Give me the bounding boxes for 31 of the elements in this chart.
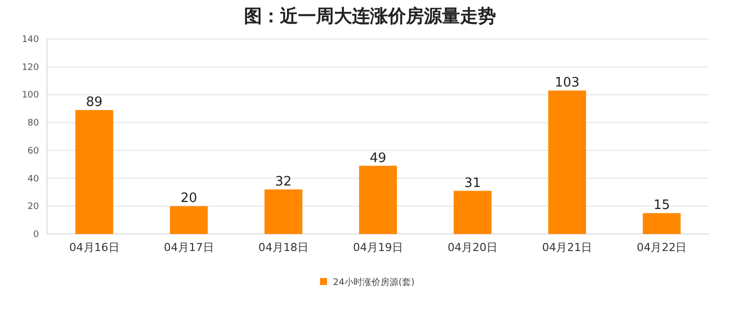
- bar: [75, 110, 114, 234]
- x-tick-label: 04月16日: [69, 241, 120, 254]
- data-label: 31: [464, 176, 481, 191]
- bar: [170, 206, 208, 234]
- data-label: 89: [86, 95, 103, 110]
- bar: [264, 189, 302, 234]
- bar: [642, 213, 681, 234]
- chart-title: 图：近一周大连涨价房源量走势: [244, 6, 496, 27]
- x-tick-label: 04月21日: [542, 241, 592, 254]
- bar: [359, 166, 397, 234]
- data-label: 20: [180, 191, 198, 206]
- bar: [548, 90, 586, 234]
- y-tick-label: 100: [22, 90, 40, 101]
- y-tick-label: 120: [22, 62, 40, 73]
- y-tick-label: 60: [28, 146, 40, 156]
- y-tick-label: 0: [33, 230, 40, 240]
- data-label: 15: [653, 198, 670, 214]
- x-tick-label: 04月17日: [164, 241, 214, 254]
- y-tick-label: 40: [28, 174, 40, 184]
- data-label: 49: [370, 150, 386, 166]
- x-tick-label: 04月18日: [258, 241, 308, 254]
- x-tick-label: 04月20日: [448, 241, 498, 254]
- y-tick-label: 140: [22, 35, 40, 45]
- legend-label: 24小时涨价房源(套): [333, 277, 414, 288]
- x-tick-label: 04月22日: [636, 241, 687, 254]
- y-tick-label: 80: [28, 118, 40, 129]
- data-label: 32: [275, 174, 292, 190]
- x-tick-label: 04月19日: [353, 241, 403, 254]
- y-tick-label: 20: [28, 202, 40, 212]
- data-label: 103: [554, 76, 580, 91]
- bar: [454, 190, 492, 234]
